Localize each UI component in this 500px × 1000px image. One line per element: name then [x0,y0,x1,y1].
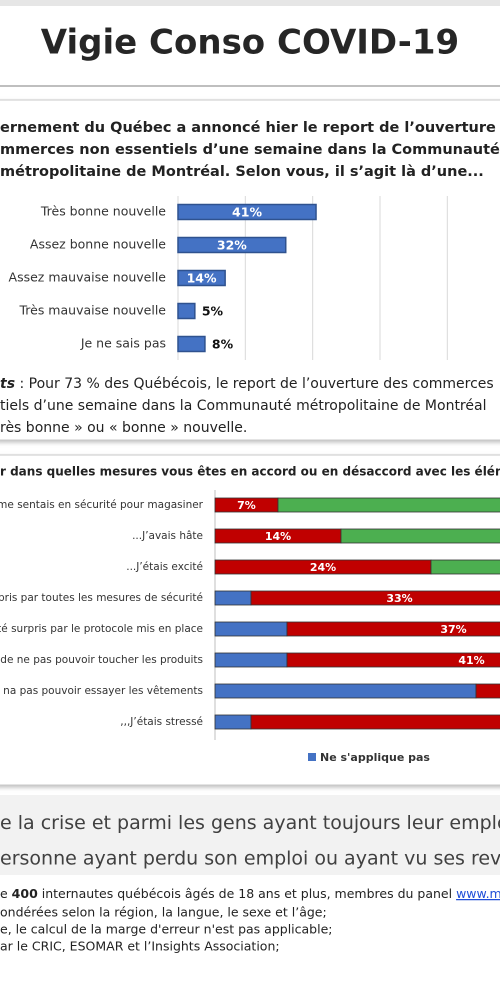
bar-segment [214,714,252,730]
value-label: 24% [310,561,336,574]
section1-box [0,99,500,441]
value-label: 41% [232,205,262,220]
category-label: me sentais en sécurité pour magasiner [0,499,204,511]
category-label: té surpris par le protocole mis en place [0,623,203,635]
bar-segment [286,621,500,637]
legend-label: Ne s'applique pas [320,751,430,764]
bar-segment [340,528,500,544]
highlight-line: ts : Pour 73 % des Québécois, le report … [0,376,494,392]
bar-segment [214,652,288,668]
bar [177,269,226,287]
highlight-lead: ts [0,376,15,392]
highlight-line: tiels d’une semaine dans la Communauté m… [0,398,486,414]
strip-line: ersonne ayant perdu son emploi ou ayant … [0,848,500,870]
footnote-link[interactable]: www.mb [456,886,500,901]
category-label: Je ne sais pas [80,336,166,351]
legend-swatch [308,753,316,761]
footnote-text: internautes québécois âgés de 18 ans et … [38,886,456,901]
category-label: ,,,J’étais stressé [120,716,203,728]
strip-line: e la crise et parmi les gens ayant toujo… [0,808,500,838]
footnote-number: 400 [12,886,38,901]
bar-segment [214,683,477,699]
value-label: 37% [440,623,466,636]
question-line: ernement du Québec a annoncé hier le rep… [0,120,500,136]
highlight-line: rès bonne » ou « bonne » nouvelle. [0,420,247,436]
category-label: e na pas pouvoir essayer les vêtements [0,685,203,697]
page-title: Vigie Conso COVID-19 [41,23,459,63]
bar [177,335,206,353]
bar-segment [250,590,500,606]
footnote: ar le CRIC, ESOMAR et l’Insights Associa… [0,939,280,954]
chart-title: r dans quelles mesures vous êtes en acco… [0,465,500,479]
strip [0,795,500,875]
value-label: 14% [265,530,291,543]
bar-segment [277,497,500,513]
question-line: métropolitaine de Montréal. Selon vous, … [0,164,484,180]
category-label: Assez bonne nouvelle [30,237,166,252]
footnote: e 400 internautes québécois âgés de 18 a… [0,886,500,901]
bar [177,302,196,320]
top-band [0,0,500,6]
value-label: 14% [187,271,217,286]
question-line: mmerces non essentiels d’une semaine dan… [0,142,500,158]
value-label: 5% [202,304,224,319]
category-label: ...J’avais hâte [132,530,203,542]
value-label: 41% [458,654,484,667]
bar [177,236,287,254]
value-label: 33% [386,592,412,605]
footnote-text: e [0,886,12,901]
category-label: rpris par toutes les mesures de sécurité [0,592,203,604]
footnote: ondérées selon la région, la langue, le … [0,905,327,920]
footnote: e, le calcul de la marge d'erreur n'est … [0,922,332,937]
bar-segment [250,714,500,730]
bar-segment [286,652,500,668]
category-label: Assez mauvaise nouvelle [9,270,167,285]
bar-segment [430,559,500,575]
category-label: ...J’étais excité [126,561,203,573]
category-label: Très bonne nouvelle [40,204,166,219]
highlight-text: : Pour 73 % des Québécois, le report de … [15,376,494,392]
bar-segment [475,683,500,699]
value-label: 32% [217,238,247,253]
category-label: Très mauvaise nouvelle [18,303,166,318]
bar-segment [214,590,252,606]
strip-text: e la crise et parmi les gens ayant toujo… [0,812,500,834]
value-label: 7% [237,499,256,512]
value-label: 8% [212,337,234,352]
category-label: de ne pas pouvoir toucher les produits [0,654,203,666]
bar-segment [214,621,288,637]
bar [177,203,317,221]
